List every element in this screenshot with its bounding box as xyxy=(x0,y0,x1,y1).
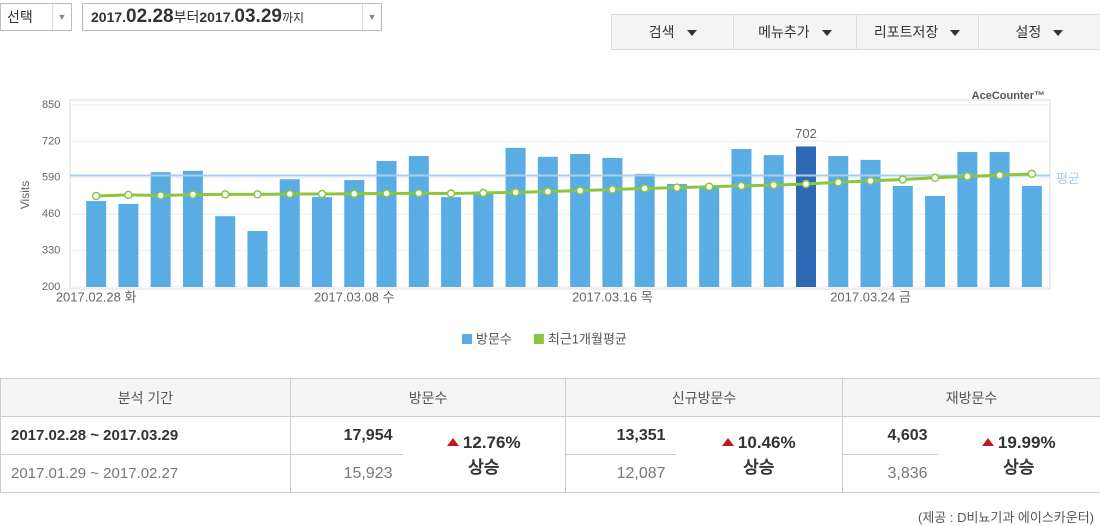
chart: AceCounter™ Visits 200330460590720850201… xyxy=(0,0,1100,370)
x-tick-label: 2017.03.16 목 xyxy=(572,289,653,304)
line-point xyxy=(609,186,616,193)
line-point xyxy=(673,184,680,191)
x-tick-label: 2017.02.28 화 xyxy=(56,289,137,304)
header-cell: 분석 기간 xyxy=(1,379,291,417)
bar xyxy=(473,193,493,287)
change-rate: 10.46% xyxy=(738,433,796,452)
line-point xyxy=(351,190,358,197)
value: 17,954 xyxy=(291,417,403,455)
line-point xyxy=(1028,170,1035,177)
change-direction: 상승 xyxy=(743,458,774,477)
line-point xyxy=(157,192,164,199)
line-point xyxy=(770,182,777,189)
line-point xyxy=(448,190,455,197)
value: 12,087 xyxy=(566,455,676,493)
header-cell: 재방문수 xyxy=(843,379,1100,417)
y-axis-title: Visits xyxy=(18,181,32,209)
bar xyxy=(570,154,590,287)
watermark: AceCounter™ xyxy=(972,90,1045,102)
y-tick-label: 460 xyxy=(42,208,60,220)
y-tick-label: 720 xyxy=(42,135,60,147)
x-tick-label: 2017.03.24 금 xyxy=(830,289,911,304)
x-tick-label: 2017.03.08 수 xyxy=(314,289,395,304)
change-direction: 상승 xyxy=(1003,458,1034,477)
line-point xyxy=(319,191,326,198)
line-point xyxy=(512,189,519,196)
change: 10.46% 상승 xyxy=(676,417,843,493)
line-point xyxy=(254,191,261,198)
value: 13,351 xyxy=(566,417,676,455)
line-point xyxy=(706,183,713,190)
change: 19.99% 상승 xyxy=(938,417,1100,493)
bar xyxy=(925,196,945,287)
bar xyxy=(796,146,816,287)
bar xyxy=(699,186,719,287)
line-point xyxy=(286,191,293,198)
bar xyxy=(1022,186,1042,287)
change-rate: 19.99% xyxy=(998,433,1056,452)
line-point xyxy=(835,179,842,186)
line-point xyxy=(480,189,487,196)
bar xyxy=(183,171,203,287)
line-point xyxy=(867,177,874,184)
bar xyxy=(151,172,171,287)
bar xyxy=(312,197,332,287)
y-tick-label: 330 xyxy=(42,245,60,257)
reference-label: 평균 xyxy=(1056,171,1080,186)
bar xyxy=(893,186,913,287)
line-point xyxy=(577,187,584,194)
line xyxy=(96,174,1032,196)
bar xyxy=(731,149,751,287)
line-point xyxy=(803,180,810,187)
line-point xyxy=(383,190,390,197)
bar xyxy=(247,231,267,287)
legend-swatch xyxy=(534,334,544,344)
line-point xyxy=(125,191,132,198)
line-point xyxy=(189,191,196,198)
line-point xyxy=(222,191,229,198)
value: 3,836 xyxy=(843,455,938,493)
legend-swatch xyxy=(462,334,472,344)
line-point xyxy=(641,185,648,192)
legend-label: 방문수 xyxy=(476,331,512,346)
line-point xyxy=(415,190,422,197)
value: 4,603 xyxy=(843,417,938,455)
line-point xyxy=(93,193,100,200)
line-point xyxy=(738,182,745,189)
period: 2017.02.28 ~ 2017.03.29 xyxy=(1,417,291,455)
line-point xyxy=(544,188,551,195)
footer: (제공 : D비뇨기과 에이스카운터) xyxy=(918,507,1094,526)
bar xyxy=(118,204,138,287)
line-point xyxy=(899,176,906,183)
period: 2017.01.29 ~ 2017.02.27 xyxy=(1,455,291,493)
bar xyxy=(377,161,397,287)
bar-value-label: 702 xyxy=(795,126,817,141)
line-point xyxy=(964,173,971,180)
y-tick-label: 850 xyxy=(42,99,60,111)
y-tick-label: 590 xyxy=(42,172,60,184)
change: 12.76% 상승 xyxy=(403,417,566,493)
line-point xyxy=(932,174,939,181)
bar xyxy=(506,148,526,287)
bar xyxy=(86,201,106,287)
header-cell: 신규방문수 xyxy=(566,379,843,417)
change-rate: 12.76% xyxy=(463,433,521,452)
legend-label: 최근1개월평균 xyxy=(548,331,627,346)
line-point xyxy=(996,172,1003,179)
change-direction: 상승 xyxy=(468,458,499,477)
header-cell: 방문수 xyxy=(291,379,566,417)
bar xyxy=(667,184,687,287)
bar xyxy=(602,158,622,287)
bar xyxy=(215,216,235,287)
value: 15,923 xyxy=(291,455,403,493)
bar xyxy=(441,197,461,287)
